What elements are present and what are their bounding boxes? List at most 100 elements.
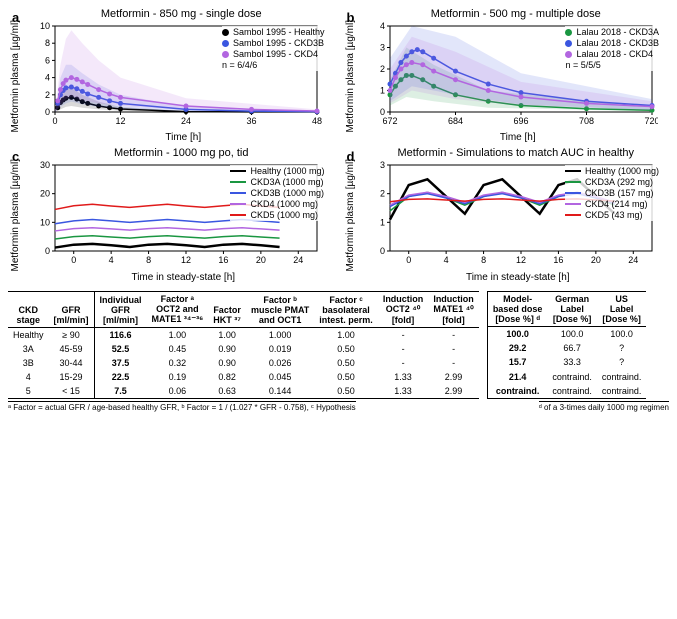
cell: 5 (8, 384, 49, 399)
table-row: Healthy≥ 90116.61.001.001.0001.00-- (8, 327, 479, 342)
cell: 2.99 (428, 370, 479, 384)
table-row: 3A45-5952.50.450.900.0190.50-- (8, 342, 479, 356)
legend-c: Healthy (1000 mg)CKD3A (1000 mg)CKD3B (1… (230, 165, 324, 221)
svg-text:2: 2 (379, 64, 384, 74)
cell: 37.5 (94, 356, 147, 370)
cell: - (378, 356, 429, 370)
cell: 29.2 (487, 341, 547, 355)
svg-text:30: 30 (40, 160, 50, 170)
cell: 0.19 (147, 370, 209, 384)
cell: 0.82 (208, 370, 246, 384)
col-header: InductionMATE1 ⁴⁰[fold] (428, 291, 479, 327)
svg-text:12: 12 (181, 255, 191, 265)
svg-text:12: 12 (115, 116, 125, 126)
svg-text:6: 6 (45, 55, 50, 65)
table-row: contraind.contraind.contraind. (487, 384, 646, 399)
panel-title-c: Metformin - 1000 mg po, tid (28, 147, 335, 159)
svg-text:10: 10 (40, 21, 50, 31)
panel-b: b Metformin - 500 mg - multiple doseMetf… (343, 8, 670, 143)
cell: 116.6 (94, 327, 147, 342)
cell: contraind. (547, 384, 597, 399)
cell: 100.0 (597, 326, 647, 341)
legend-b: Lalau 2018 - CKD3ALalau 2018 - CKD3BLala… (565, 26, 659, 71)
xlabel-d: Time in steady-state [h] (367, 272, 670, 283)
svg-text:4: 4 (379, 21, 384, 31)
svg-text:8: 8 (45, 38, 50, 48)
footnote-right: ᵈ of a 3-times daily 1000 mg regimen (539, 401, 669, 412)
table-row: 15.733.3? (487, 355, 646, 369)
cell: contraind. (597, 370, 647, 384)
table-row: 5< 157.50.060.630.1440.501.332.99 (8, 384, 479, 399)
col-header: Factor ᶜbasolateralintest. perm. (314, 291, 378, 327)
svg-text:0: 0 (45, 107, 50, 117)
svg-text:0: 0 (45, 246, 50, 256)
ylabel-d: Metformin plasma [µg/ml] (343, 159, 358, 271)
svg-text:20: 20 (256, 255, 266, 265)
cell: 0.144 (246, 384, 314, 399)
svg-text:36: 36 (246, 116, 256, 126)
cell: 0.90 (208, 342, 246, 356)
cell: 0.50 (314, 384, 378, 399)
panel-a: a Metformin - 850 mg - single doseMetfor… (8, 8, 335, 143)
cell: 0.50 (314, 342, 378, 356)
svg-text:4: 4 (45, 73, 50, 83)
col-header: CKDstage (8, 291, 49, 327)
svg-text:12: 12 (515, 255, 525, 265)
cell: 0.90 (208, 356, 246, 370)
svg-text:16: 16 (553, 255, 563, 265)
cell: 33.3 (547, 355, 597, 369)
col-header: USLabel[Dose %] (597, 291, 647, 326)
svg-text:20: 20 (590, 255, 600, 265)
svg-text:0: 0 (406, 255, 411, 265)
cell: 4 (8, 370, 49, 384)
cell: ? (597, 355, 647, 369)
cell: 7.5 (94, 384, 147, 399)
svg-text:3: 3 (379, 160, 384, 170)
cell: 0.50 (314, 370, 378, 384)
cell: 21.4 (487, 370, 547, 384)
svg-text:24: 24 (181, 116, 191, 126)
ylabel-b: Metformin plasma [µg/ml] (343, 20, 358, 132)
cell: 2.99 (428, 384, 479, 399)
cell: ? (597, 341, 647, 355)
data-table: Model-based dose[Dose %] ᵈGermanLabel[Do… (487, 291, 647, 399)
cell: 0.026 (246, 356, 314, 370)
cell: contraind. (487, 384, 547, 399)
cell: 15-29 (49, 370, 95, 384)
cell: 0.019 (246, 342, 314, 356)
cell: - (428, 356, 479, 370)
svg-text:708: 708 (578, 116, 593, 126)
cell: 3B (8, 356, 49, 370)
svg-text:696: 696 (513, 116, 528, 126)
cell: 0.45 (147, 342, 209, 356)
cell: 1.000 (246, 327, 314, 342)
cell: 0.06 (147, 384, 209, 399)
svg-text:1: 1 (379, 218, 384, 228)
cell: 0.63 (208, 384, 246, 399)
svg-text:24: 24 (628, 255, 638, 265)
svg-text:8: 8 (481, 255, 486, 265)
cell: - (428, 327, 479, 342)
svg-text:0: 0 (379, 246, 384, 256)
panel-title-b: Metformin - 500 mg - multiple dose (363, 8, 670, 20)
svg-text:48: 48 (312, 116, 322, 126)
svg-text:2: 2 (45, 90, 50, 100)
svg-text:16: 16 (218, 255, 228, 265)
svg-text:0: 0 (379, 107, 384, 117)
table-row: 3B30-4437.50.320.900.0260.50-- (8, 356, 479, 370)
cell: - (378, 327, 429, 342)
cell: 0.50 (314, 356, 378, 370)
cell: 52.5 (94, 342, 147, 356)
col-header: Factor ᵃOCT2 andMATE1 ³⁴⁻³⁶ (147, 291, 209, 327)
cell: 100.0 (487, 326, 547, 341)
xlabel-b: Time [h] (367, 132, 670, 143)
ylabel-a: Metformin plasma [µg/ml] (8, 20, 23, 132)
col-header: GFR[ml/min] (49, 291, 95, 327)
svg-text:2: 2 (379, 189, 384, 199)
table-row: 100.0100.0100.0 (487, 326, 646, 341)
cell: < 15 (49, 384, 95, 399)
cell: 1.00 (314, 327, 378, 342)
panel-c: c Metformin - 1000 mg po, tidMetformin p… (8, 147, 335, 282)
xlabel-c: Time in steady-state [h] (32, 272, 335, 283)
svg-text:0: 0 (71, 255, 76, 265)
